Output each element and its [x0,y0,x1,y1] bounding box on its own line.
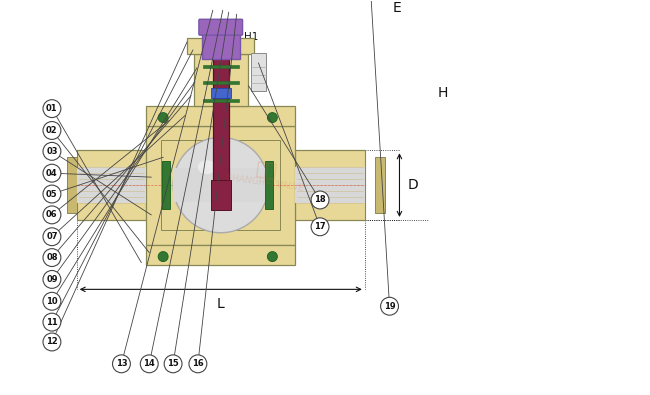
Circle shape [43,185,61,203]
Circle shape [158,252,168,261]
Bar [77,150,146,220]
Circle shape [112,355,131,373]
Bar [250,53,266,91]
Text: 09: 09 [46,275,58,284]
Text: 08: 08 [46,253,58,262]
Text: 01: 01 [46,104,58,113]
Bar [203,65,239,68]
Text: 17: 17 [314,222,326,231]
Bar [265,161,274,209]
Bar [211,180,231,210]
Bar [146,126,295,245]
Bar [202,24,240,59]
Text: 06: 06 [46,211,58,219]
Circle shape [267,113,278,122]
Bar [194,54,248,105]
Circle shape [173,137,268,233]
Bar [295,167,365,203]
Text: L: L [217,297,225,311]
Circle shape [381,297,398,315]
Circle shape [43,333,61,351]
Bar [211,88,231,98]
Text: H1: H1 [244,32,258,41]
Text: 18: 18 [314,196,326,205]
Bar [187,38,255,54]
Circle shape [43,271,61,288]
Text: 04: 04 [46,169,58,178]
Text: 05: 05 [46,190,58,199]
Circle shape [164,355,182,373]
Circle shape [311,218,329,236]
Bar [203,81,239,84]
Text: 16: 16 [192,359,204,368]
Bar [67,157,77,213]
Bar [213,38,229,195]
Bar [173,168,268,202]
Text: 03: 03 [46,147,58,156]
Circle shape [140,355,158,373]
Text: 10: 10 [46,297,58,306]
Text: 13: 13 [116,359,127,368]
Bar [146,245,295,265]
Text: 02: 02 [46,126,58,135]
Text: 15: 15 [167,359,179,368]
Circle shape [189,355,207,373]
Text: 19: 19 [384,302,395,311]
Circle shape [43,248,61,267]
Circle shape [43,313,61,331]
Text: 07: 07 [46,232,58,241]
Bar [146,105,295,126]
Circle shape [311,191,329,209]
Bar [77,167,146,203]
Text: 14: 14 [144,359,155,368]
Circle shape [43,100,61,118]
Circle shape [43,228,61,246]
Circle shape [43,292,61,310]
Bar [161,140,280,230]
Text: E: E [393,2,401,15]
Ellipse shape [198,160,216,174]
Text: H: H [437,86,448,100]
FancyBboxPatch shape [199,19,242,35]
Text: SHANGHAI VALVE: SHANGHAI VALVE [226,173,305,193]
Bar [203,99,239,102]
Circle shape [43,142,61,160]
Bar [162,161,170,209]
Circle shape [43,206,61,224]
Text: 12: 12 [46,337,58,346]
Bar [295,150,365,220]
Circle shape [43,164,61,182]
Text: 11: 11 [46,318,58,327]
Circle shape [267,252,278,261]
Circle shape [158,113,168,122]
Bar [374,157,385,213]
Text: D: D [408,178,418,192]
Circle shape [43,122,61,139]
Text: 沪阀: 沪阀 [254,160,278,181]
